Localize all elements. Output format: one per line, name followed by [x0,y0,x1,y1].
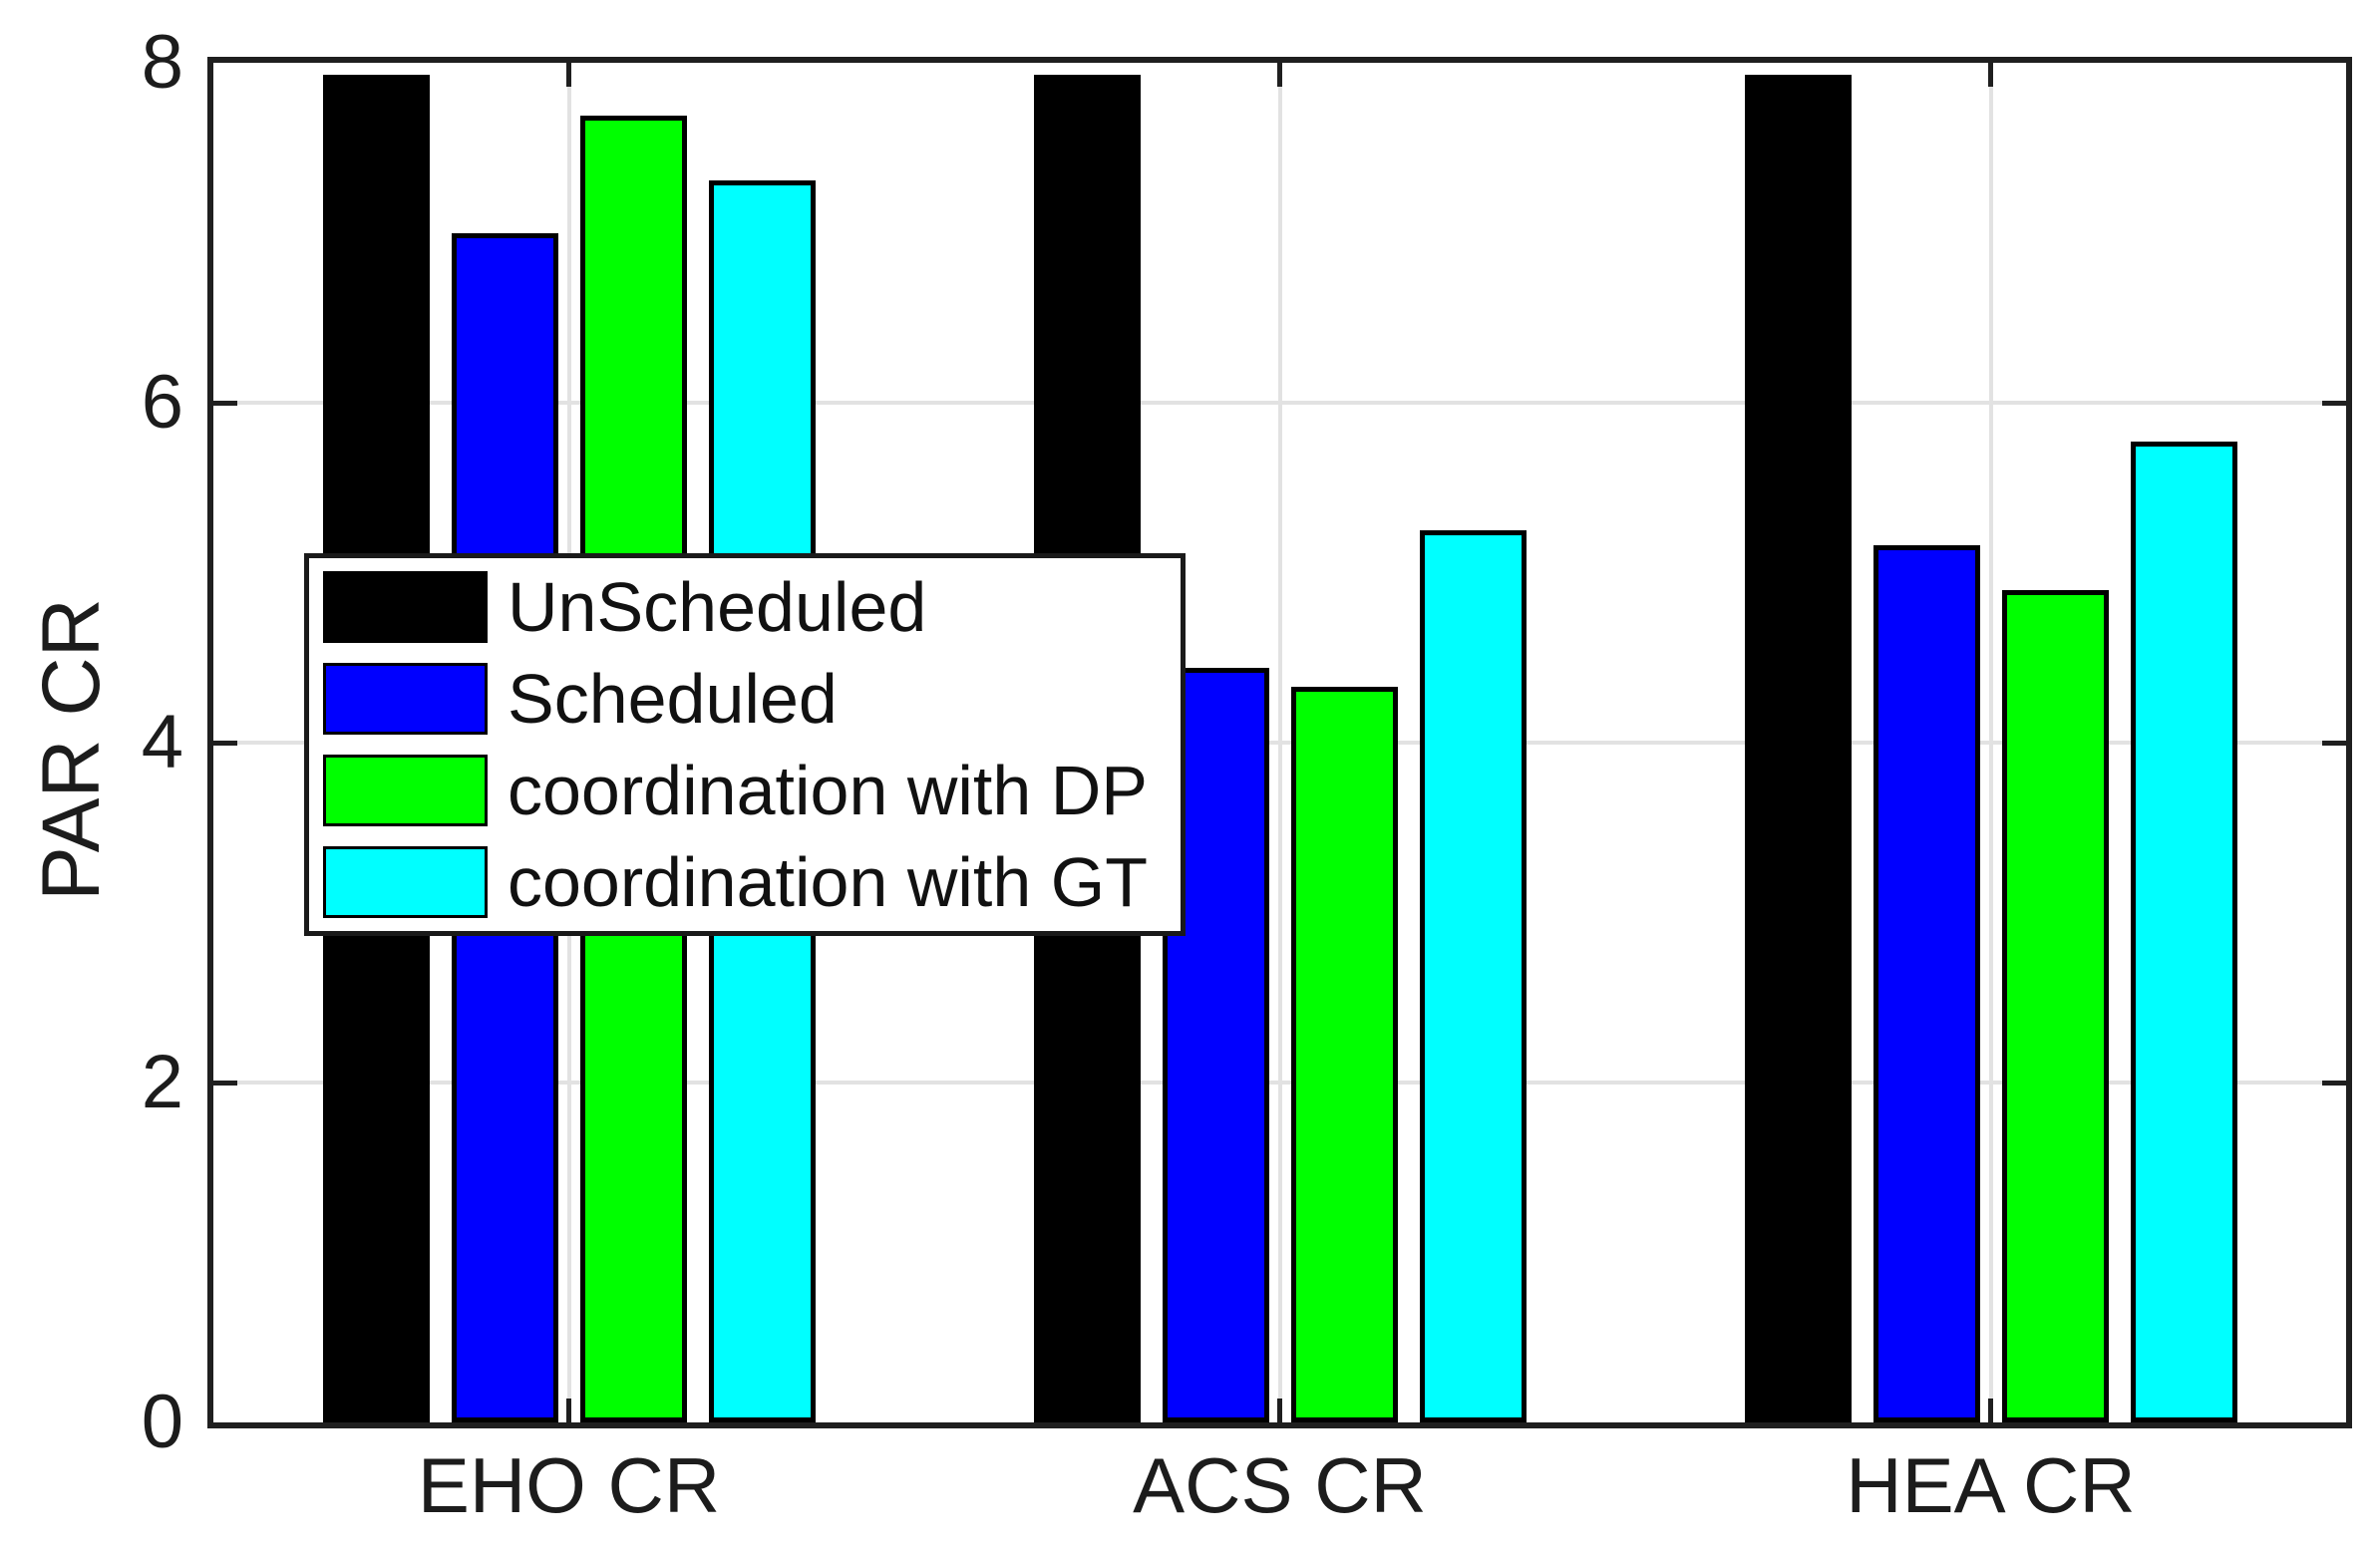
y-tick-left [213,740,237,746]
y-tick-left [213,400,237,406]
y-tick-label: 2 [141,1040,183,1124]
bar-scheduled [1872,545,1980,1422]
y-tick-right [2322,400,2346,406]
x-tick-bottom [1277,1399,1282,1422]
legend-label: Scheduled [508,660,838,738]
y-tick-left [213,1080,237,1086]
bar-coordination-with-dp [1290,686,1398,1422]
legend-label: coordination with GT [508,843,1148,921]
legend-swatch-green [323,755,488,826]
legend-item-scheduled: Scheduled [309,653,1181,745]
y-tick-label: 6 [141,360,183,445]
x-tick-top [566,63,571,87]
legend: UnScheduled Scheduled coordination with … [304,553,1186,936]
bar-unscheduled [1744,74,1852,1422]
x-tick-label: ACS CR [1133,1441,1427,1529]
x-tick-label: HEA CR [1846,1441,2136,1529]
legend-swatch-blue [323,663,488,735]
x-tick-top [1988,63,1993,87]
legend-label: coordination with DP [508,752,1148,829]
y-tick-label: 0 [141,1380,183,1464]
y-tick-right [2322,1080,2346,1086]
legend-item-coordination-dp: coordination with DP [309,745,1181,836]
x-tick-bottom [566,1399,571,1422]
x-tick-bottom [1988,1399,1993,1422]
legend-label: UnScheduled [508,568,927,646]
y-tick-label: 4 [141,700,183,784]
legend-swatch-cyan [323,846,488,918]
bar-coordination-with-dp [2001,589,2109,1422]
bar-coordination-with-gt [2130,442,2237,1422]
legend-swatch-black [323,571,488,643]
v-gridline [1988,63,1993,1422]
bar-coordination-with-gt [1419,529,1527,1422]
legend-item-unscheduled: UnScheduled [309,561,1181,653]
x-tick-label: EHO CR [417,1441,721,1529]
y-tick-label: 8 [141,20,183,105]
y-tick-right [2322,740,2346,746]
legend-item-coordination-gt: coordination with GT [309,836,1181,928]
v-gridline [1277,63,1282,1422]
x-tick-top [1277,63,1282,87]
